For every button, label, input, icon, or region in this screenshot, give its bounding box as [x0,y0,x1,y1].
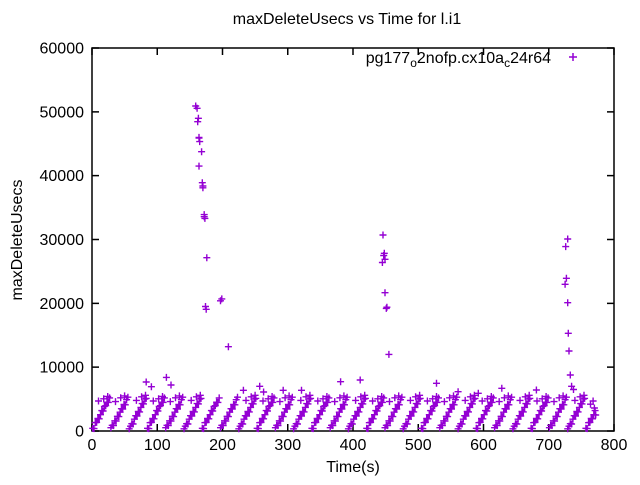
x-axis-label: Time(s) [326,459,380,476]
data-series-points [89,102,600,433]
y-tick-label: 0 [75,424,84,441]
y-tick-label: 20000 [40,296,85,313]
legend: pg177o2nofp.cx10ac24r64 [366,50,577,70]
x-tick-label: 700 [535,437,562,454]
y-tick-label: 30000 [40,232,85,249]
y-tick-label: 40000 [40,168,85,185]
y-tick-label: 50000 [40,104,85,121]
x-tick-label: 500 [405,437,432,454]
axis-tick-labels: 0 100 200 300 400 500 600 700 800 0 10000 20000 3000… [40,41,628,455]
x-tick-label: 600 [470,437,497,454]
x-tick-label: 800 [601,437,628,454]
scatter-plus-markers [89,102,600,433]
y-tick-label: 10000 [40,360,85,377]
x-tick-label: 400 [340,437,367,454]
x-tick-label: 300 [274,437,301,454]
plot-border [91,47,615,432]
y-axis-label: maxDeleteUsecs [9,180,26,301]
x-tick-label: 100 [144,437,171,454]
chart-title: maxDeleteUsecs vs Time for l.i1 [233,11,462,28]
y-tick-label: 60000 [40,41,85,58]
x-tick-label: 200 [209,437,236,454]
x-tick-label: 0 [88,437,97,454]
legend-label: pg177o2nofp.cx10ac24r64 [366,50,551,70]
legend-plus-marker-icon [569,53,577,61]
